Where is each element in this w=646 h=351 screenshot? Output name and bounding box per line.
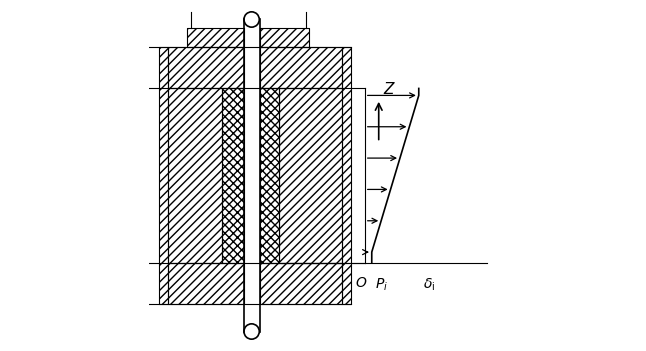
Bar <box>222 88 244 263</box>
Bar <box>168 47 244 88</box>
Polygon shape <box>168 263 244 304</box>
Polygon shape <box>260 27 309 47</box>
Polygon shape <box>280 88 342 263</box>
Polygon shape <box>187 27 244 47</box>
Bar <box>260 47 342 88</box>
Bar <box>168 263 244 304</box>
Polygon shape <box>168 47 244 88</box>
Polygon shape <box>160 47 168 304</box>
Polygon shape <box>260 263 342 304</box>
Polygon shape <box>260 88 280 263</box>
Polygon shape <box>260 47 342 88</box>
Bar <box>260 263 342 304</box>
Polygon shape <box>342 47 351 304</box>
Bar <box>342 47 351 304</box>
Bar <box>260 88 280 263</box>
Bar <box>168 88 222 263</box>
Bar <box>280 88 342 263</box>
Bar <box>260 27 309 47</box>
Polygon shape <box>222 88 244 263</box>
Bar <box>160 47 168 304</box>
Text: $Z$: $Z$ <box>383 81 396 97</box>
Text: $\delta_{\rm i}$: $\delta_{\rm i}$ <box>423 277 435 293</box>
Text: $P_i$: $P_i$ <box>375 277 388 293</box>
Text: $O$: $O$ <box>355 277 368 291</box>
Polygon shape <box>168 88 222 263</box>
Bar <box>187 27 244 47</box>
